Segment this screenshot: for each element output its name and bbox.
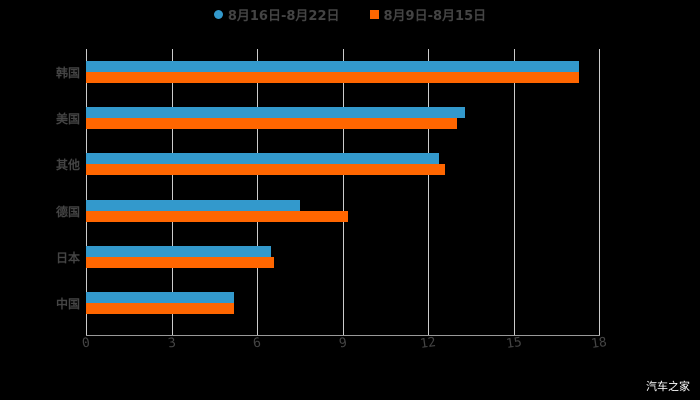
x-tick (171, 326, 173, 335)
y-category-label: 美国 (55, 112, 80, 127)
gridline (257, 49, 258, 326)
y-category-label: 其他 (55, 158, 80, 173)
y-category-label: 德国 (55, 204, 80, 219)
gridline (86, 49, 87, 326)
x-tick (342, 326, 344, 335)
x-tick (257, 326, 258, 335)
bar-series-1[interactable] (86, 291, 235, 303)
bar-series-2[interactable] (86, 256, 275, 268)
x-tick-label: 9 (337, 335, 348, 352)
bar-series-1[interactable] (86, 245, 272, 257)
legend-item-series-2[interactable]: 8月9日-8月15日 (369, 5, 487, 24)
bar-series-2[interactable] (86, 72, 580, 84)
gridline (342, 49, 344, 326)
x-tick-label: 6 (252, 335, 262, 352)
legend-item-series-1[interactable]: 8月16日-8月22日 (213, 5, 340, 24)
gridline (599, 49, 600, 326)
bar-series-1[interactable] (86, 153, 440, 165)
bar-series-1[interactable] (86, 199, 300, 211)
x-tick-label: 12 (419, 334, 437, 353)
square-marker-icon (369, 9, 379, 19)
legend-label: 8月16日-8月22日 (227, 8, 340, 24)
x-tick-label: 0 (81, 335, 91, 352)
x-tick (513, 326, 515, 335)
x-tick (428, 326, 429, 335)
x-tick (86, 326, 87, 335)
y-category-label: 韩国 (55, 66, 80, 81)
circle-marker-icon (213, 9, 223, 19)
bar-series-2[interactable] (86, 210, 349, 222)
bar-series-2[interactable] (86, 164, 446, 176)
chart-legend: 8月16日-8月22日 8月9日-8月15日 (0, 4, 700, 24)
gridline (513, 49, 515, 326)
watermark: 汽车之家 (646, 380, 690, 393)
bar-series-2[interactable] (86, 118, 457, 130)
gridline (428, 49, 429, 326)
x-tick-label: 3 (166, 335, 177, 352)
bar-series-2[interactable] (86, 302, 235, 314)
x-tick (599, 326, 600, 335)
legend-label: 8月9日-8月15日 (383, 8, 487, 24)
y-category-label: 日本 (55, 250, 80, 265)
bar-series-1[interactable] (86, 61, 580, 73)
y-category-label: 中国 (55, 296, 80, 311)
x-tick-label: 15 (504, 334, 523, 353)
gridline (171, 49, 173, 326)
x-axis-line (86, 335, 600, 336)
x-tick-label: 18 (590, 334, 608, 353)
bar-series-1[interactable] (86, 107, 466, 119)
